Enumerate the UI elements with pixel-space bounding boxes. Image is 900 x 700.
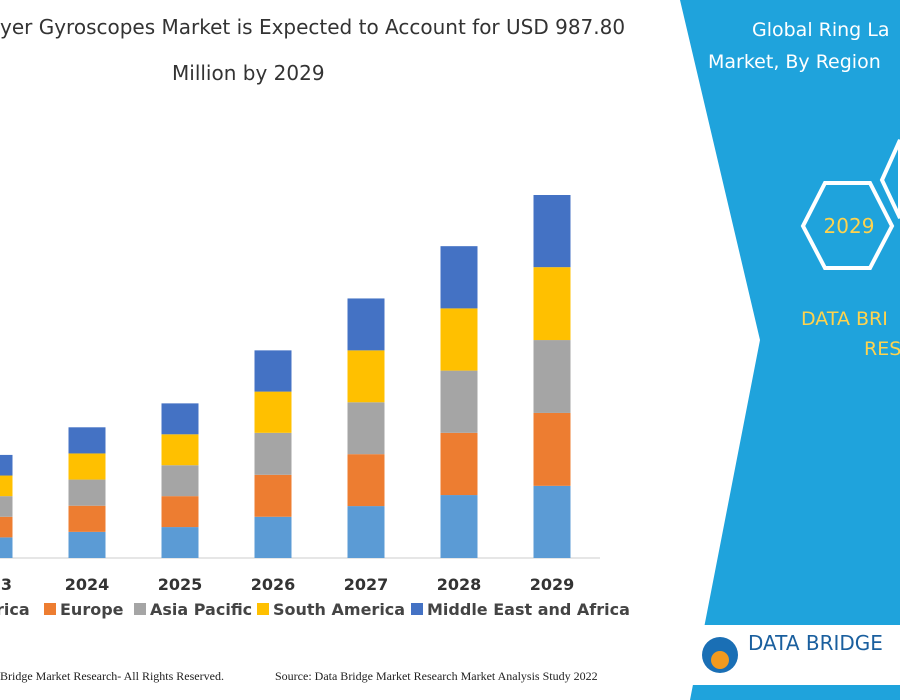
legend-swatch [134,603,146,615]
bar-segment [347,298,385,351]
x-tick-label: 2025 [158,575,203,594]
bar-segment [161,434,199,466]
bar-segment [0,475,13,497]
legend-label: Asia Pacific [150,600,252,619]
legend-swatch [257,603,269,615]
panel-brand: DATA BRI [801,308,888,330]
bar-segment [68,453,106,480]
x-tick-label: 2028 [437,575,482,594]
title-line: Million by 2029 [172,61,325,85]
x-tick-label: 2026 [251,575,296,594]
bar-segment [161,496,199,528]
legend-label: Europe [60,600,124,619]
legend-swatch [411,603,423,615]
logo-icon [711,651,729,669]
hexagon [800,181,895,270]
bar-segment [533,340,571,413]
bar-segment [533,195,571,268]
bar-segment [68,427,106,454]
panel-title: Global Ring La [752,19,890,41]
bar-segment [347,454,385,507]
bar-segment [68,505,106,532]
panel-title: Market, By Region [708,51,881,73]
bar-segment [0,516,13,538]
panel-brand: RES [864,338,900,360]
legend-label: Middle East and Africa [427,600,630,619]
copyright: Bridge Market Research- All Rights Reser… [0,669,224,683]
bar-segment [254,391,292,433]
side-panel [680,0,900,700]
bar-segment [161,527,199,558]
x-tick-label: 2027 [344,575,389,594]
bar-segment [440,246,478,309]
bar-segment [533,412,571,486]
bar-segment [440,308,478,371]
source: Source: Data Bridge Market Research Mark… [275,669,598,683]
bar-segment [254,474,292,517]
hex-label: 2029 [824,214,875,238]
bar-segment [68,531,106,558]
bar-segment [347,350,385,403]
x-tick-label: 23 [0,575,12,594]
bar-segment [68,479,106,506]
bar-segment [440,432,478,496]
bar-segment [347,402,385,455]
bar-segment [254,350,292,392]
x-tick-label: 2024 [65,575,110,594]
bar-segment [0,454,13,476]
bar-segment [347,506,385,558]
hexagon [879,139,900,219]
legend-swatch [44,603,56,615]
bar-segment [161,403,199,435]
x-tick-label: 2029 [530,575,575,594]
bar-segment [161,465,199,497]
bar-segment [440,495,478,558]
bar-segment [0,537,13,558]
logo-name: DATA BRIDGE [748,631,883,655]
bar-segment [254,516,292,558]
legend-label: rica [0,600,30,619]
bar-segment [0,496,13,517]
bar-segment [440,370,478,433]
legend-label: South America [273,600,405,619]
bar-segment [533,485,571,558]
bar-segment [533,267,571,341]
bar-segment [254,432,292,475]
title-line: yer Gyroscopes Market is Expected to Acc… [0,15,625,39]
